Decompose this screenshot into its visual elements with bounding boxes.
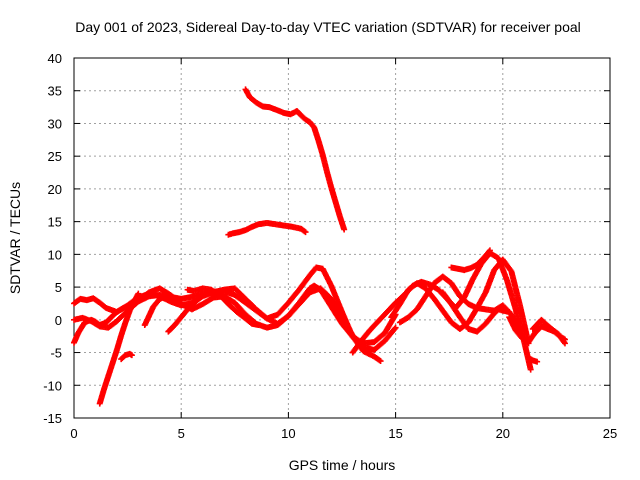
series-track-h — [184, 285, 262, 329]
series-track-n — [439, 289, 513, 335]
data-point — [527, 366, 534, 373]
data-point — [391, 325, 398, 332]
series-track-g — [165, 294, 204, 335]
y-tick-labels: -15 -10 -5 0 5 10 15 20 25 30 35 40 — [43, 51, 62, 426]
x-axis-label: GPS time / hours — [289, 457, 396, 473]
data-point — [561, 339, 568, 346]
data-points — [71, 86, 568, 407]
data-point — [176, 297, 183, 304]
chart-title: Day 001 of 2023, Sidereal Day-to-day VTE… — [75, 19, 581, 35]
plot-frame — [73, 57, 611, 419]
series-track-j — [242, 86, 348, 233]
data-point — [128, 352, 135, 359]
x-tick-labels: 0 5 10 15 20 25 — [70, 426, 617, 441]
y-tick-label: 35 — [48, 84, 62, 99]
x-tick-label: 10 — [281, 426, 295, 441]
tick-marks — [73, 57, 611, 419]
series-track-e — [118, 350, 135, 363]
series-track-f — [141, 293, 183, 329]
x-tick-label: 25 — [603, 426, 617, 441]
y-tick-label: -10 — [43, 378, 62, 393]
series-track-r — [525, 354, 541, 365]
data-point — [392, 324, 399, 331]
data-point — [196, 295, 203, 302]
series-track-i — [225, 219, 309, 238]
y-tick-label: 5 — [55, 280, 62, 295]
y-tick-label: 40 — [48, 51, 62, 66]
y-tick-label: -15 — [43, 411, 62, 426]
data-point — [341, 226, 348, 233]
y-tick-label: 30 — [48, 116, 62, 131]
x-tick-label: 15 — [388, 426, 402, 441]
data-point — [301, 228, 308, 235]
y-tick-label: 0 — [55, 313, 62, 328]
y-tick-label: 10 — [48, 247, 62, 262]
data-point — [506, 308, 513, 315]
x-tick-label: 0 — [70, 426, 77, 441]
y-axis-label: SDTVAR / TECUs — [7, 182, 23, 294]
data-point — [135, 290, 142, 297]
series-track-q — [529, 316, 568, 347]
x-tick-label: 5 — [178, 426, 185, 441]
x-tick-label: 20 — [496, 426, 510, 441]
data-point — [302, 229, 309, 236]
y-tick-label: 15 — [48, 215, 62, 230]
data-point — [486, 247, 493, 254]
y-tick-label: -5 — [50, 346, 62, 361]
data-point — [561, 340, 568, 347]
data-point — [534, 358, 541, 365]
series-track-d — [96, 290, 142, 407]
y-tick-label: 25 — [48, 149, 62, 164]
data-point — [486, 248, 493, 255]
data-point — [377, 358, 384, 365]
series-track-m — [396, 273, 523, 334]
y-tick-label: 20 — [48, 182, 62, 197]
data-point — [255, 322, 262, 329]
data-point — [197, 294, 204, 301]
series-track-o — [448, 247, 493, 274]
